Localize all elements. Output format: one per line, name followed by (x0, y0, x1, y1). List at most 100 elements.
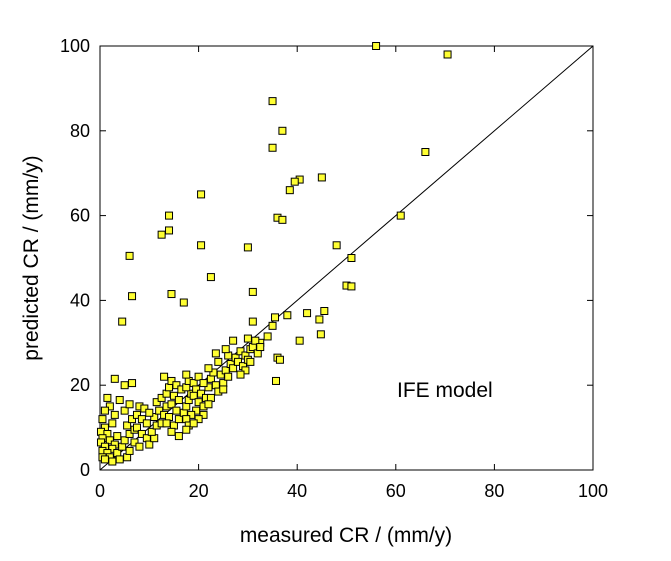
data-point (169, 391, 178, 400)
data-point (115, 396, 124, 405)
data-point (105, 402, 114, 411)
data-point (268, 97, 277, 106)
data-point (103, 393, 112, 402)
data-points (96, 42, 452, 466)
data-point (182, 425, 191, 434)
y-tick-label: 60 (70, 206, 90, 226)
data-point (125, 446, 134, 455)
y-tick-label: 0 (80, 460, 90, 480)
data-point (150, 413, 159, 421)
data-point (110, 410, 119, 419)
data-point (187, 410, 196, 419)
data-point (157, 230, 166, 239)
data-point (283, 311, 292, 320)
y-tick-label: 80 (70, 121, 90, 141)
data-point (236, 347, 245, 356)
data-point (140, 404, 149, 413)
data-point (204, 400, 213, 409)
data-point (251, 336, 260, 345)
x-tick-label: 20 (189, 481, 209, 501)
data-point (211, 349, 220, 358)
data-point (199, 410, 208, 419)
data-point (165, 226, 174, 235)
data-point (229, 364, 238, 373)
data-point (347, 254, 356, 262)
data-point (145, 408, 154, 417)
data-point (128, 292, 137, 301)
data-point (443, 50, 452, 59)
data-point (108, 419, 117, 428)
data-point (219, 385, 228, 394)
x-tick-label: 80 (484, 481, 504, 501)
data-point (182, 370, 191, 379)
data-point (189, 391, 198, 400)
data-point (100, 455, 109, 464)
x-axis: 0 20 40 60 80 100 (95, 46, 608, 501)
data-point (115, 455, 124, 464)
data-point (332, 241, 341, 250)
x-tick-label: 40 (287, 481, 307, 501)
data-point (243, 334, 252, 343)
data-point (135, 442, 144, 451)
data-point (285, 186, 294, 195)
data-point (199, 379, 208, 388)
y-tick-label: 100 (60, 36, 90, 56)
data-point (137, 429, 146, 438)
data-point (167, 376, 176, 385)
data-point (137, 415, 146, 424)
data-point (98, 415, 107, 424)
data-point (303, 309, 312, 318)
data-point (192, 406, 201, 415)
y-axis-title: predicted CR / (mm/y) (20, 155, 43, 360)
data-point (125, 429, 134, 438)
y-axis: 0 20 40 60 80 100 (60, 36, 593, 480)
data-point (268, 143, 277, 152)
y-tick-label: 40 (70, 290, 90, 310)
data-point (347, 282, 356, 291)
data-point (194, 372, 203, 381)
data-point (118, 317, 127, 326)
data-point (224, 372, 233, 381)
data-point (167, 427, 176, 436)
data-point (295, 336, 304, 345)
data-point (317, 173, 326, 182)
data-point (152, 398, 161, 407)
data-point (100, 406, 109, 415)
data-point (123, 421, 132, 430)
data-point (256, 343, 265, 352)
data-point (221, 345, 230, 354)
data-point (197, 241, 206, 250)
data-point (275, 355, 284, 364)
data-point (271, 313, 280, 322)
x-tick-label: 100 (578, 481, 608, 501)
data-point (162, 419, 171, 428)
data-point (320, 307, 329, 315)
data-point (128, 415, 137, 424)
data-point (120, 436, 129, 445)
data-point (248, 317, 257, 326)
data-point (142, 419, 151, 428)
data-point (172, 406, 181, 415)
data-point (160, 372, 169, 381)
data-point (214, 357, 223, 366)
data-point (130, 438, 139, 447)
y-tick-label: 20 (70, 375, 90, 395)
data-point (132, 423, 141, 432)
data-point (167, 290, 176, 299)
data-point (128, 379, 137, 388)
data-point (165, 211, 174, 220)
data-point (132, 410, 141, 419)
data-point (241, 366, 250, 375)
data-point (125, 400, 134, 409)
data-point (194, 398, 203, 407)
data-point (229, 336, 238, 345)
data-point (268, 321, 277, 330)
data-point (278, 215, 287, 224)
data-point (243, 243, 252, 252)
plot-frame (99, 45, 594, 471)
data-point (263, 332, 272, 341)
x-axis-title: measured CR / (mm/y) (240, 524, 452, 547)
data-point (179, 298, 188, 307)
data-point (248, 287, 257, 296)
